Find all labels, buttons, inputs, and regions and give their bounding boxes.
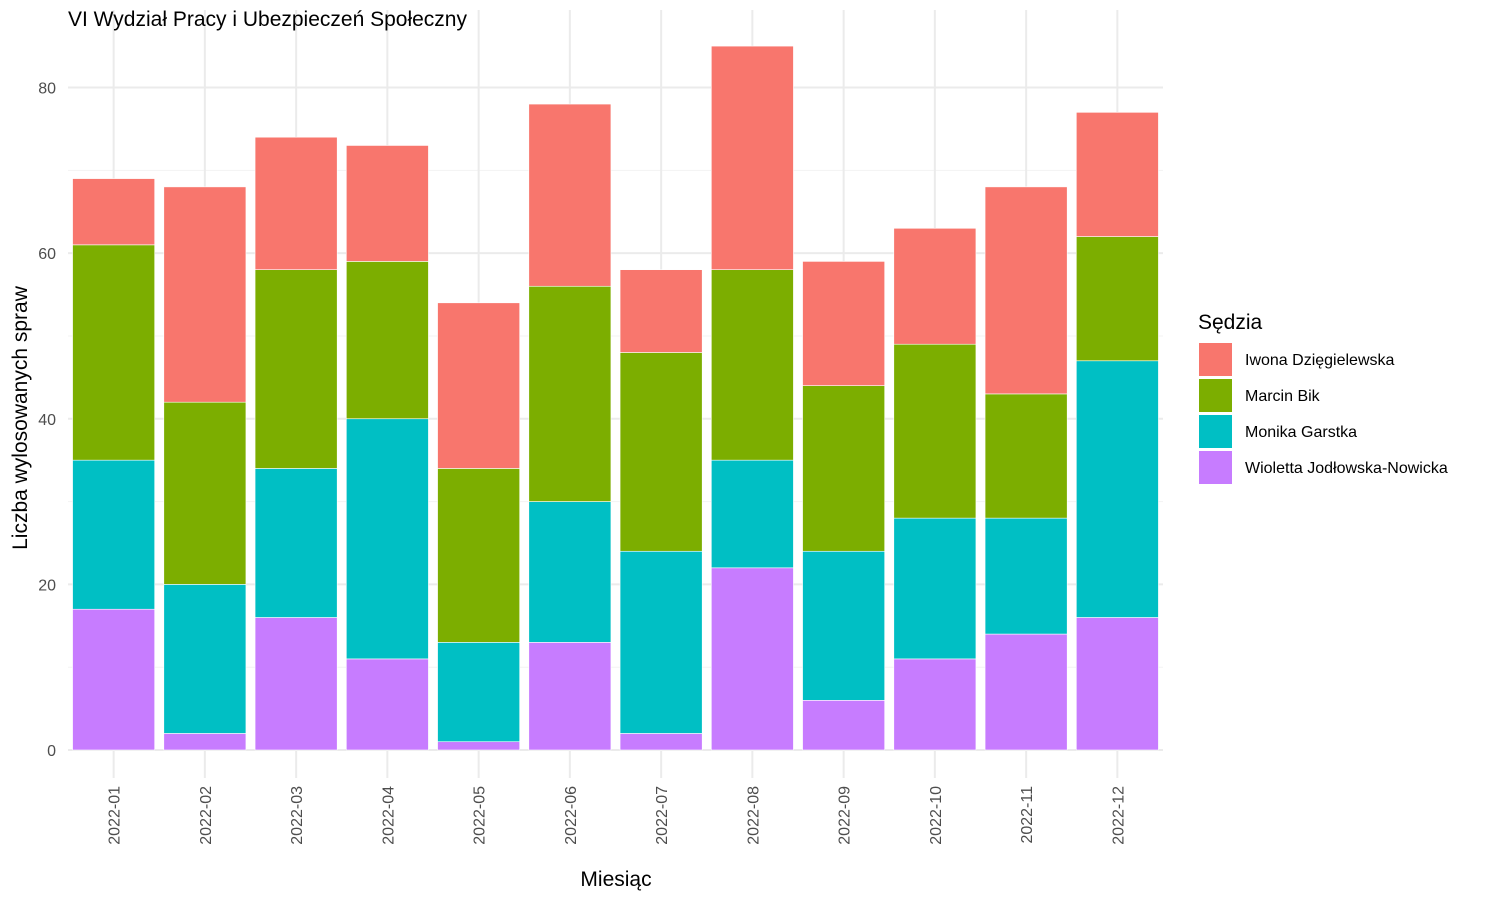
bar-segment [893,658,977,751]
bar-segment [72,244,155,461]
bar-segment [528,285,612,502]
bar-segment [163,401,247,585]
bar-segment [619,733,703,751]
y-tick-label: 20 [38,577,56,594]
bar-segment [528,103,612,287]
legend-swatch [1199,415,1232,448]
bar-segment [346,261,429,420]
bar-segment [619,352,703,552]
legend-label: Wioletta Jodłowska-Nowicka [1245,460,1448,477]
bar-segment [1076,617,1159,751]
x-tick-label: 2022-12 [1110,786,1127,845]
bar-segment [619,269,703,353]
bar-segment [802,385,885,552]
x-tick-label: 2022-03 [289,786,306,845]
bar-segment [72,178,155,246]
bar-segment [437,302,520,469]
legend-label: Monika Garstka [1245,424,1357,441]
y-axis-title: Liczba wylosowanych spraw [9,285,32,550]
bar-segment [711,459,794,569]
y-axis: 0 20 40 60 80 [38,81,56,761]
legend-swatch [1199,379,1232,412]
bar-segment [346,658,429,751]
bar-segment [528,642,612,751]
bar-segment [1076,112,1159,237]
bar-segment [437,741,520,751]
bar-segment [437,468,520,643]
bar-segment [802,261,885,386]
bar-segment [984,517,1068,635]
x-tick-label: 2022-09 [837,786,854,845]
legend-swatch [1199,343,1232,376]
x-tick-label: 2022-01 [107,786,124,845]
bar-segment [619,550,703,734]
bar-segment [163,186,247,403]
bar-segment [1076,236,1159,362]
bar-segment [711,269,794,461]
x-tick-label: 2022-05 [472,786,489,845]
bar-segment [984,186,1068,395]
x-tick-label: 2022-04 [380,786,397,845]
bar-segment [893,517,977,660]
bars [72,45,1159,751]
bar-segment [254,468,338,618]
y-tick-label: 80 [38,81,56,98]
x-tick-label: 2022-07 [654,786,671,845]
bar-segment [984,393,1068,519]
bar-segment [72,459,155,610]
legend-swatch [1199,451,1232,484]
x-tick-label: 2022-10 [928,786,945,845]
bar-segment [254,617,338,751]
x-axis-title: Miesiąc [580,868,651,891]
legend: Sędzia Iwona Dzięgielewska Marcin Bik Moni… [1198,311,1448,484]
x-tick-label: 2022-02 [198,786,215,845]
bar-segment [528,501,612,643]
bar-segment [711,45,794,270]
y-tick-label: 60 [38,246,56,263]
bar-segment [893,343,977,519]
bar-segment [163,584,247,734]
bar-segment [346,145,429,262]
y-tick-label: 0 [47,743,56,760]
y-tick-label: 40 [38,412,56,429]
legend-title: Sędzia [1198,311,1263,334]
bar-segment [711,567,794,751]
bar-segment [802,550,885,701]
x-tick-label: 2022-08 [745,786,762,845]
bar-segment [437,642,520,743]
chart-title: VI Wydział Pracy i Ubezpieczeń Społeczny [68,8,467,31]
legend-label: Iwona Dzięgielewska [1245,352,1395,369]
legend-label: Marcin Bik [1245,388,1321,405]
x-tick-label: 2022-11 [1019,786,1036,844]
bar-segment [984,633,1068,751]
bar-segment [254,136,338,270]
bar-segment [802,700,885,751]
x-axis: 2022-01 2022-02 2022-03 2022-04 2022-05 2022-… [107,786,1128,845]
x-tick-label: 2022-06 [563,786,580,845]
bar-segment [346,418,429,660]
bar-segment [254,269,338,469]
bar-segment [893,227,977,345]
bar-segment [72,608,155,751]
bar-segment [1076,360,1159,618]
bar-segment [163,733,247,751]
